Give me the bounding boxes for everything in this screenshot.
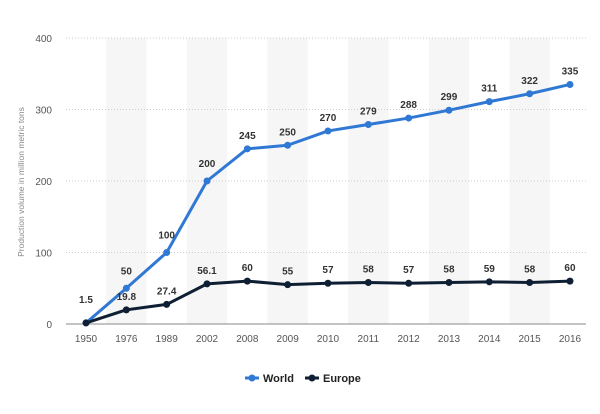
data-label-world: 100 bbox=[158, 231, 175, 242]
x-tick-label: 2016 bbox=[559, 334, 582, 345]
legend-label-europe: Europe bbox=[323, 373, 361, 385]
data-point-europe bbox=[566, 277, 574, 285]
data-point-europe bbox=[445, 279, 453, 287]
data-label-europe: 60 bbox=[564, 263, 576, 274]
legend-label-world: World bbox=[263, 373, 294, 385]
data-point-europe bbox=[243, 277, 251, 285]
data-point-world bbox=[485, 98, 493, 106]
data-point-world bbox=[163, 249, 171, 256]
legend-marker-dot bbox=[308, 374, 316, 382]
data-point-world bbox=[526, 90, 534, 98]
data-point-europe bbox=[364, 279, 372, 287]
data-point-world bbox=[284, 141, 292, 149]
data-point-world bbox=[324, 127, 332, 135]
x-tick-label: 2013 bbox=[438, 334, 461, 345]
data-point-europe bbox=[122, 306, 130, 314]
data-label-world: 288 bbox=[400, 100, 417, 111]
data-point-europe bbox=[82, 319, 90, 327]
data-point-world bbox=[243, 145, 251, 153]
data-label-world: 311 bbox=[481, 84, 498, 95]
data-point-europe bbox=[526, 279, 534, 287]
y-tick-label: 200 bbox=[35, 177, 52, 188]
data-label-europe: 58 bbox=[524, 265, 536, 276]
data-label-world: 250 bbox=[279, 127, 296, 138]
x-tick-label: 1950 bbox=[75, 334, 98, 345]
x-tick-label: 2011 bbox=[358, 334, 380, 345]
data-point-world bbox=[364, 121, 372, 129]
x-tick-label: 2002 bbox=[196, 334, 219, 345]
data-label-world: 279 bbox=[360, 107, 377, 118]
x-tick-label: 2015 bbox=[519, 334, 542, 345]
y-axis-label: Production volume in million metric tons bbox=[16, 107, 26, 257]
data-point-europe bbox=[203, 280, 211, 288]
data-label-world: 50 bbox=[121, 266, 133, 277]
data-label-europe: 59 bbox=[484, 264, 496, 275]
x-tick-label: 2014 bbox=[478, 334, 501, 345]
data-label-europe: 55 bbox=[282, 267, 294, 278]
data-label-world: 1.5 bbox=[79, 295, 93, 306]
data-point-europe bbox=[284, 281, 292, 289]
x-tick-label: 2012 bbox=[398, 334, 421, 345]
data-point-world bbox=[122, 284, 130, 292]
x-tick-label: 1989 bbox=[156, 334, 179, 345]
column-band bbox=[267, 38, 308, 324]
data-label-europe: 57 bbox=[403, 265, 415, 276]
y-tick-label: 0 bbox=[46, 320, 52, 331]
data-label-europe: 19.8 bbox=[117, 292, 137, 303]
y-tick-label: 100 bbox=[35, 249, 52, 260]
data-label-world: 335 bbox=[562, 66, 579, 77]
data-point-europe bbox=[485, 278, 493, 286]
data-point-europe bbox=[324, 279, 332, 287]
data-label-europe: 60 bbox=[242, 263, 254, 274]
x-tick-label: 2010 bbox=[317, 334, 340, 345]
data-point-world bbox=[203, 177, 211, 185]
data-point-europe bbox=[163, 300, 171, 308]
data-label-world: 270 bbox=[320, 113, 337, 124]
data-label-world: 322 bbox=[521, 76, 538, 87]
data-label-world: 245 bbox=[239, 131, 256, 142]
data-label-world: 299 bbox=[441, 92, 458, 103]
y-tick-label: 300 bbox=[35, 106, 52, 117]
x-tick-label: 2009 bbox=[277, 334, 300, 345]
x-tick-label: 2008 bbox=[236, 334, 259, 345]
data-label-europe: 56.1 bbox=[197, 266, 217, 277]
x-tick-label: 1976 bbox=[115, 334, 138, 345]
y-tick-label: 400 bbox=[35, 34, 52, 45]
data-label-world: 200 bbox=[199, 159, 216, 170]
data-point-world bbox=[445, 106, 453, 114]
data-point-world bbox=[566, 80, 574, 88]
data-point-world bbox=[405, 114, 413, 122]
legend-marker-dot bbox=[248, 374, 256, 382]
data-label-europe: 57 bbox=[322, 265, 334, 276]
data-label-europe: 58 bbox=[443, 265, 455, 276]
data-label-europe: 27.4 bbox=[157, 286, 177, 297]
data-label-europe: 58 bbox=[363, 265, 375, 276]
data-point-europe bbox=[405, 279, 413, 287]
